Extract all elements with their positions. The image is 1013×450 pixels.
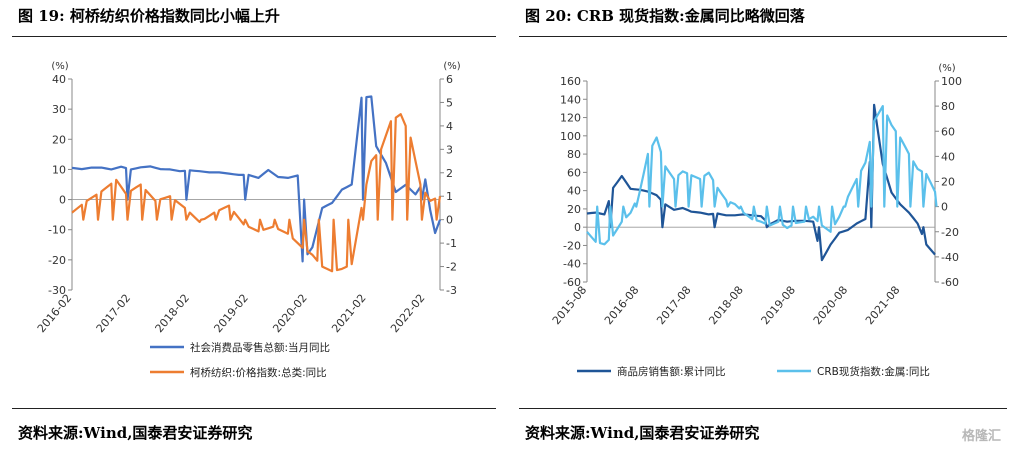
left-xtick-label: 2018-02 [153, 292, 193, 336]
left-ytick-right-label: 1 [446, 190, 453, 203]
right-ytick-left-label: 160 [560, 75, 581, 88]
right-ytick-left-label: 140 [560, 93, 581, 106]
left-source-note: 资料来源:Wind,国泰君安证券研究 [18, 424, 253, 442]
right-figure-panel: 图 20: CRB 现货指数:金属同比略微回落 (%) 160 140 120 100 8… [517, 0, 1013, 450]
right-ytick-left-label: 100 [560, 130, 581, 143]
right-source-note: 资料来源:Wind,国泰君安证券研究 [525, 424, 760, 442]
left-xtick-label: 2017-02 [94, 292, 134, 336]
right-ytick-left-label: -20 [563, 239, 581, 252]
left-ytick-right-label: -2 [446, 261, 457, 274]
right-chart: (%) 160 140 120 100 80 60 40 20 0 -20 -40 -60 100 80 60… [550, 63, 962, 378]
right-ytick-left-label: 120 [560, 112, 581, 125]
left-series-2-line [71, 113, 442, 273]
left-legend-label-1: 社会消费品零售总额:当月同比 [190, 341, 330, 354]
right-ytick-left-label: 80 [567, 148, 581, 161]
right-xtick-label: 2016-08 [602, 284, 642, 328]
left-xtick-label: 2016-02 [35, 292, 75, 336]
right-ytick-right-label: -40 [941, 251, 959, 264]
right-xtick-label: 2018-08 [706, 284, 746, 328]
left-ytick-left-label: -30 [48, 284, 66, 297]
right-source-rule [519, 408, 1007, 409]
right-legend-label-2: CRB现货指数:金属:同比 [817, 365, 930, 378]
right-xtick-label: 2017-08 [654, 284, 694, 328]
right-xtick-label: 2020-08 [811, 284, 851, 328]
left-ytick-left-label: 30 [52, 103, 66, 116]
right-unit-right: (%) [938, 63, 955, 74]
right-xtick-label: 2021-08 [863, 284, 903, 328]
right-ytick-right-label: 40 [941, 150, 955, 163]
right-title-rule [519, 36, 1007, 37]
left-ytick-right-label: 6 [446, 73, 453, 86]
watermark-logo: 格隆汇 [961, 429, 1001, 444]
left-ytick-left-label: 10 [52, 163, 66, 176]
right-ytick-right-label: -60 [941, 276, 959, 289]
right-ytick-left-label: -60 [563, 276, 581, 289]
left-ytick-left-label: 40 [52, 73, 66, 86]
left-xtick-label: 2022-02 [388, 292, 428, 336]
left-xtick-label: 2021-02 [329, 292, 369, 336]
right-xtick-label: 2015-08 [550, 284, 590, 328]
left-figure-title: 图 19: 柯桥纺织价格指数同比小幅上升 [18, 7, 280, 25]
right-ytick-left-label: 60 [567, 166, 581, 179]
left-title-rule [12, 36, 496, 37]
left-ytick-right-label: 4 [446, 120, 453, 133]
left-ytick-right-label: 3 [446, 143, 453, 156]
left-unit-right: (%) [443, 61, 460, 72]
left-ytick-left-label: -20 [48, 254, 66, 267]
right-ytick-left-label: 20 [567, 203, 581, 216]
left-ytick-right-label: -1 [446, 237, 457, 250]
left-source-rule [12, 408, 496, 409]
right-series-2-line [586, 104, 938, 246]
right-ytick-right-label: 100 [941, 75, 962, 88]
left-xtick-label: 2019-02 [211, 292, 251, 336]
right-ytick-left-label: 0 [574, 221, 581, 234]
left-series-1-line [71, 95, 442, 263]
right-ytick-left-label: -40 [563, 258, 581, 271]
left-ytick-right-label: 5 [446, 96, 453, 109]
right-ytick-right-label: 80 [941, 100, 955, 113]
right-ytick-right-label: 20 [941, 176, 955, 189]
left-ytick-left-label: 0 [59, 194, 66, 207]
right-ytick-left-label: 40 [567, 185, 581, 198]
left-ytick-left-label: -10 [48, 224, 66, 237]
left-ytick-right-label: 2 [446, 167, 453, 180]
right-figure-title: 图 20: CRB 现货指数:金属同比略微回落 [525, 7, 805, 25]
left-legend-label-2: 柯桥纺织:价格指数:总类:同比 [190, 366, 327, 379]
right-legend-label-1: 商品房销售额:累计同比 [617, 365, 726, 378]
left-figure-panel: 图 19: 柯桥纺织价格指数同比小幅上升 (%) (%) 40 30 20 10 0 -10-… [0, 0, 500, 450]
left-xtick-label: 2020-02 [270, 292, 310, 336]
left-ytick-right-label: -3 [446, 284, 457, 297]
left-ytick-right-label: 0 [446, 214, 453, 227]
left-unit-left: (%) [51, 61, 68, 72]
right-ytick-right-label: -20 [941, 226, 959, 239]
right-ytick-right-label: 0 [941, 201, 948, 214]
right-ytick-right-label: 60 [941, 125, 955, 138]
right-xtick-label: 2019-08 [759, 284, 799, 328]
left-ytick-left-label: 20 [52, 133, 66, 146]
left-chart: (%) (%)403020100-10-20-306543210-1-2-3201… [35, 61, 461, 379]
